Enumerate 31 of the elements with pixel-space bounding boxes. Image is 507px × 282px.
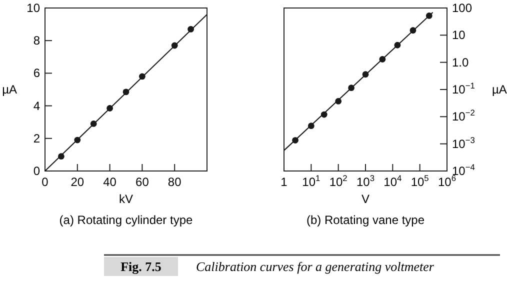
y-tick-label: 6: [33, 66, 40, 80]
x-tick-label: 80: [168, 175, 182, 189]
x-axis-title: kV: [118, 192, 134, 206]
y-tick-label: 1.0: [452, 55, 470, 70]
x-tick-label: 10$^{3}$: [356, 173, 375, 189]
x-tick-label: 40: [103, 175, 117, 189]
y-axis-title: µA: [492, 82, 507, 96]
x-tick-label: 0: [42, 175, 49, 189]
x-tick-label: 10$^{1}$: [302, 173, 321, 189]
y-tick-label: 10$^{−3}$: [452, 134, 476, 151]
x-tick-label: 10$^{4}$: [384, 173, 402, 189]
y-tick-label: 10$^{−1}$: [452, 80, 476, 96]
y-tick-label: 10$^{−2}$: [452, 108, 476, 124]
x-tick-label: 20: [70, 175, 84, 189]
y-tick-label: 10: [452, 28, 466, 42]
y-tick-label: 0: [33, 164, 40, 178]
x-tick-label: 1: [280, 175, 288, 189]
x-tick-label: 10$^{2}$: [329, 173, 348, 189]
x-tick-label: 10$^{5}$: [410, 173, 430, 189]
y-tick-label: 8: [33, 34, 40, 48]
x-axis-title: V: [361, 192, 370, 206]
y-tick-label: 100: [452, 1, 472, 15]
text: Calibration curves for a generating voltmeter: [196, 259, 435, 274]
caption: Fig. 7.5: [120, 259, 162, 274]
y-tick-label: 10: [26, 1, 40, 15]
x-tick-label: 60: [136, 175, 150, 189]
y-axis-title: µA: [2, 82, 17, 96]
text: (b) Rotating vane type: [306, 213, 425, 227]
text: (a) Rotating cylinder type: [59, 213, 194, 227]
y-tick-label: 4: [33, 98, 40, 113]
y-tick-label: 2: [33, 131, 40, 146]
